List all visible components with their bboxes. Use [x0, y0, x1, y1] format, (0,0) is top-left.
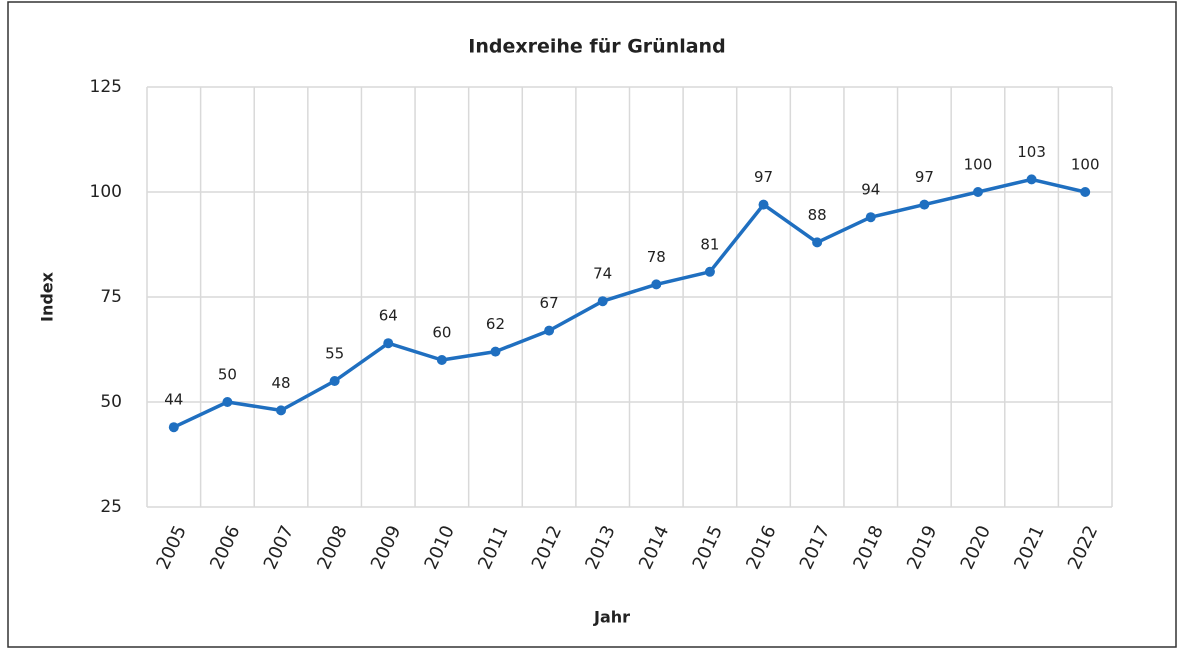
data-point	[972, 187, 983, 197]
data-label: 100	[1071, 156, 1100, 174]
data-point	[490, 346, 501, 357]
data-label: 88	[808, 206, 827, 224]
data-label: 64	[379, 307, 398, 325]
y-tick-label: 75	[100, 287, 122, 307]
chart-title: Indexreihe für Grünland	[468, 36, 725, 58]
data-label: 94	[861, 181, 880, 199]
data-label: 60	[432, 324, 451, 342]
data-point	[812, 237, 823, 248]
data-label: 97	[754, 168, 773, 186]
data-label: 100	[964, 156, 993, 174]
data-point	[597, 296, 608, 307]
chart-frame	[7, 1, 1177, 648]
data-label: 62	[486, 315, 505, 333]
y-axis-label: Index	[38, 271, 57, 322]
data-label: 74	[593, 265, 612, 283]
y-tick-label: 50	[100, 392, 122, 412]
data-point	[222, 397, 233, 407]
y-tick-label: 100	[90, 182, 122, 202]
data-point	[544, 325, 555, 336]
data-label: 48	[271, 374, 290, 392]
data-label: 50	[218, 366, 237, 384]
data-point	[1080, 187, 1091, 197]
y-tick-label: 25	[100, 497, 122, 517]
y-tick-label: 125	[90, 77, 122, 97]
data-point	[758, 199, 769, 210]
data-label: 103	[1017, 143, 1046, 161]
data-point	[919, 199, 930, 210]
data-label: 78	[647, 248, 666, 266]
data-label: 97	[915, 168, 934, 186]
data-point	[383, 338, 394, 349]
data-point	[651, 279, 662, 290]
data-point	[168, 422, 179, 433]
data-point	[329, 376, 340, 386]
data-point	[865, 212, 876, 223]
data-point	[1026, 174, 1037, 185]
data-label: 55	[325, 345, 344, 363]
data-label: 67	[540, 294, 559, 312]
x-axis-label: Jahr	[593, 608, 630, 627]
data-label: 44	[164, 391, 183, 409]
data-point	[276, 405, 287, 416]
data-point	[704, 266, 715, 277]
data-point	[436, 355, 447, 365]
data-label: 81	[700, 235, 719, 253]
data-line	[173, 177, 1086, 429]
